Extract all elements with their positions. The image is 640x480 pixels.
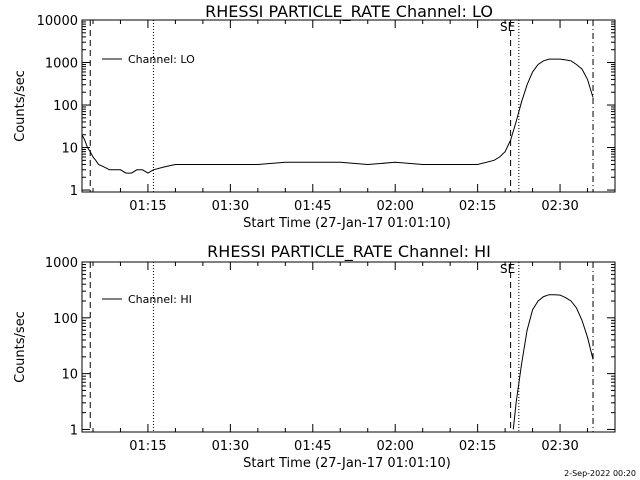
panel-hi: RHESSI PARTICLE_RATE Channel: HI 1101001… [13, 242, 616, 471]
x-tick-label: 02:00 [376, 199, 413, 214]
panel-lo-legend-label: Channel: LO [128, 53, 195, 66]
x-tick-label: 01:15 [129, 199, 166, 214]
x-tick-label: 02:00 [376, 439, 413, 454]
panel-lo-title: RHESSI PARTICLE_RATE Channel: LO [205, 2, 493, 22]
panel-hi-legend-label: Channel: HI [128, 293, 192, 306]
y-tick-label: 1000 [45, 256, 78, 271]
panel-hi-y-axis: 1 10 100 1000 [45, 256, 615, 438]
panel-lo-y-axis: 1 10 100 1000 10000 [37, 14, 615, 199]
y-tick-label: 100 [53, 312, 78, 327]
x-tick-label: 02:15 [459, 199, 496, 214]
panel-hi-y-axis-label: Counts/sec [13, 311, 28, 383]
footer-date: 2-Sep-2022 00:20 [564, 469, 636, 478]
panel-hi-event-label: SE [500, 262, 515, 276]
y-tick-label: 100 [53, 99, 78, 114]
y-tick-label: 1000 [45, 57, 78, 72]
panel-hi-x-axis-label: Start Time (27-Jan-17 01:01:10) [243, 456, 451, 471]
x-tick-label: 01:30 [212, 439, 249, 454]
panel-lo-y-axis-label: Counts/sec [13, 70, 28, 142]
x-tick-label: 01:45 [294, 199, 331, 214]
panel-hi-title: RHESSI PARTICLE_RATE Channel: HI [207, 242, 491, 262]
panel-hi-series-line [512, 294, 594, 430]
x-tick-label: 02:15 [459, 439, 496, 454]
x-tick-label: 02:30 [541, 199, 578, 214]
panel-lo-x-axis-label: Start Time (27-Jan-17 01:01:10) [243, 216, 451, 231]
panel-lo-series-line [81, 58, 594, 174]
x-tick-label: 02:30 [541, 439, 578, 454]
panel-hi-plot-frame [81, 261, 616, 433]
y-tick-label: 10 [61, 368, 78, 383]
panel-lo: RHESSI PARTICLE_RATE Channel: LO 1101001… [13, 2, 616, 231]
panel-hi-x-axis: 01:15 01:30 01:45 02:00 02:15 02:30 [92, 262, 616, 454]
panel-hi-markers [89, 262, 594, 432]
x-tick-label: 01:30 [212, 199, 249, 214]
y-tick-label: 1 [70, 184, 78, 199]
x-tick-label: 01:45 [294, 439, 331, 454]
x-tick-label: 01:15 [129, 439, 166, 454]
panel-lo-markers [89, 20, 594, 192]
y-tick-label: 10 [61, 142, 78, 157]
panel-lo-event-label: SE [500, 20, 515, 34]
y-tick-label: 1 [70, 423, 78, 438]
panel-lo-plot-frame [81, 19, 616, 193]
panel-lo-x-axis: 01:15 01:30 01:45 02:00 02:15 02:30 [92, 20, 616, 214]
y-tick-label: 10000 [37, 14, 78, 29]
